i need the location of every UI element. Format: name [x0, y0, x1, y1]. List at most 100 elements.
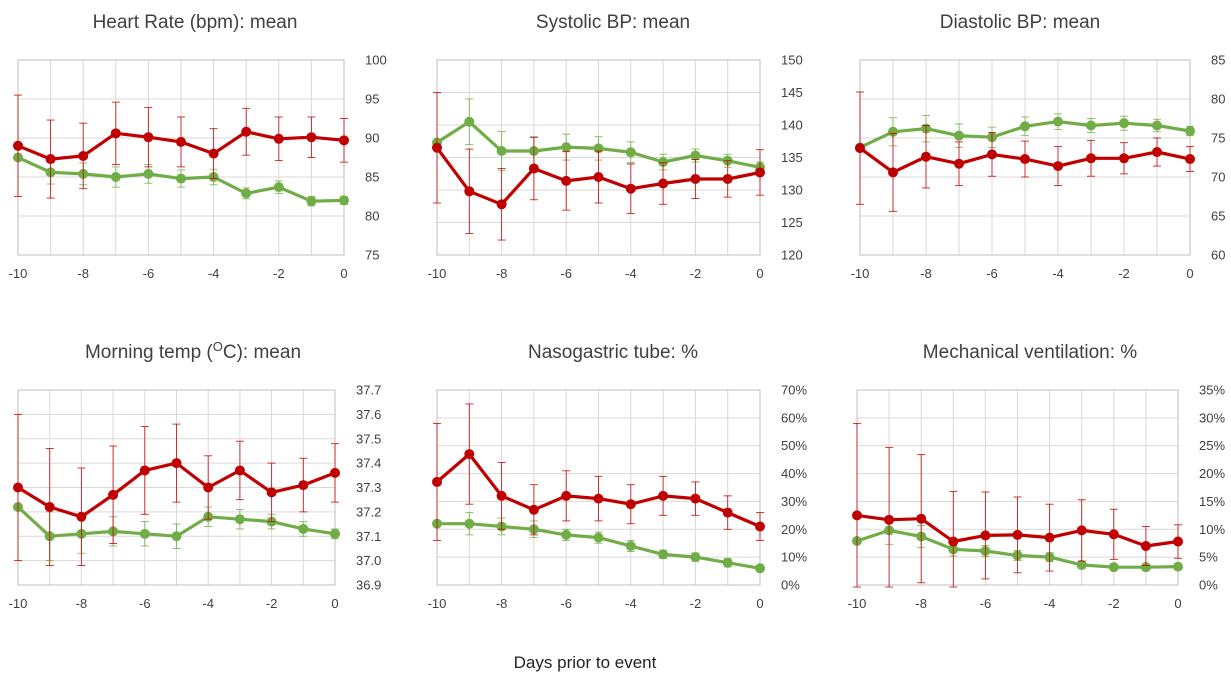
y-tick-label: 85 [1211, 53, 1225, 68]
data-point [464, 449, 475, 460]
data-point [1076, 559, 1087, 570]
data-point [273, 133, 284, 144]
data-point [298, 480, 309, 491]
data-point [1152, 120, 1162, 131]
x-tick-label: -8 [77, 266, 89, 281]
x-tick-label: -6 [139, 596, 151, 611]
chart-title: Mechanical ventilation: % [923, 342, 1137, 363]
data-point [339, 195, 349, 206]
series-red [852, 422, 1183, 588]
data-point [1053, 116, 1063, 127]
data-point [464, 116, 475, 127]
data-point [298, 523, 309, 534]
data-point [888, 126, 898, 137]
y-tick-label: 10% [781, 550, 807, 565]
y-tick-label: 70% [781, 383, 807, 398]
data-point [561, 529, 572, 540]
data-point [143, 132, 154, 143]
data-point [755, 563, 765, 574]
data-point [755, 521, 765, 532]
chart-title: Nasogastric tube: % [528, 342, 698, 363]
data-point [1108, 529, 1119, 540]
x-tick-label: -10 [428, 266, 447, 281]
y-tick-label: 37.3 [356, 480, 381, 495]
data-point [658, 178, 669, 189]
data-point [496, 199, 507, 210]
series-green [855, 113, 1195, 153]
series-red [855, 91, 1195, 212]
data-point [625, 541, 636, 551]
data-point [658, 490, 669, 501]
chart-title: Morning temp (OC): mean [85, 339, 301, 363]
x-tick-label: -4 [625, 266, 637, 281]
data-point [987, 149, 997, 160]
x-tick-label: -4 [208, 266, 220, 281]
data-point [76, 511, 87, 522]
data-point [658, 157, 669, 168]
y-tick-label: 37.6 [356, 407, 381, 422]
x-tick-label: -2 [273, 266, 285, 281]
x-axis-label: Days prior to event [514, 653, 657, 672]
y-tick-label: 60% [781, 410, 807, 425]
series-red [432, 403, 765, 541]
chart-panel-6: Mechanical ventilation: % 0% 5% 10% 15% 20% 25… [848, 342, 1226, 611]
y-tick-label: 65 [1211, 209, 1225, 224]
data-point [1173, 536, 1183, 547]
data-point [625, 183, 636, 194]
y-tick-label: 5% [1199, 550, 1218, 565]
x-tick-label: -4 [202, 596, 214, 611]
data-point [306, 196, 317, 207]
data-point [855, 143, 865, 154]
data-point [593, 532, 604, 543]
data-point [45, 154, 56, 165]
chart-title: Systolic BP: mean [536, 12, 690, 33]
x-tick-label: -8 [496, 266, 508, 281]
data-point [330, 528, 340, 539]
data-point [176, 173, 186, 184]
y-tick-label: 80 [1211, 92, 1225, 107]
x-tick-label: -10 [428, 596, 447, 611]
y-tick-label: 125 [781, 215, 803, 230]
data-point [528, 504, 539, 515]
data-point [1020, 121, 1030, 132]
chart-panel-3: Diastolic BP: mean 60 65 70 75 80 85 -10 -8 -6 -4 -… [851, 12, 1226, 281]
data-point [496, 490, 507, 501]
data-point [722, 173, 733, 184]
data-point [690, 173, 701, 184]
data-point [561, 175, 572, 186]
data-point [1185, 154, 1195, 165]
x-tick-label: -4 [1052, 266, 1064, 281]
y-tick-label: 95 [365, 92, 379, 107]
x-tick-label: -2 [1118, 266, 1130, 281]
y-tick-label: 135 [781, 150, 803, 165]
chart-panel-5: Nasogastric tube: % 0% 10% 20% 30% 40% 50% 60% 7… [428, 342, 808, 611]
data-point [852, 510, 862, 521]
data-point [1086, 153, 1096, 164]
y-tick-label: 37.5 [356, 431, 381, 446]
data-point [561, 142, 572, 153]
x-tick-label: -10 [848, 596, 867, 611]
data-point [432, 476, 442, 487]
data-point [1152, 147, 1162, 158]
y-tick-label: 37.0 [356, 553, 381, 568]
y-tick-label: 75 [1211, 131, 1225, 146]
data-point [171, 458, 182, 469]
y-tick-label: 25% [1199, 438, 1225, 453]
data-point [980, 530, 991, 541]
x-tick-label: -2 [1108, 596, 1120, 611]
data-point [241, 188, 252, 199]
data-point [496, 146, 507, 156]
y-tick-label: 100 [365, 53, 387, 68]
data-point [948, 536, 959, 547]
x-tick-label: 0 [340, 266, 347, 281]
data-point [1185, 125, 1195, 136]
data-point [722, 507, 733, 518]
chart-panel-2: Systolic BP: mean 120 125 130 135 140 145 150 -1… [428, 12, 803, 281]
series-red [13, 94, 349, 199]
chart-title: Diastolic BP: mean [940, 12, 1101, 33]
x-tick-label: -2 [266, 596, 278, 611]
x-tick-label: -10 [851, 266, 870, 281]
data-point [266, 487, 277, 498]
y-tick-label: 60 [1211, 248, 1225, 263]
